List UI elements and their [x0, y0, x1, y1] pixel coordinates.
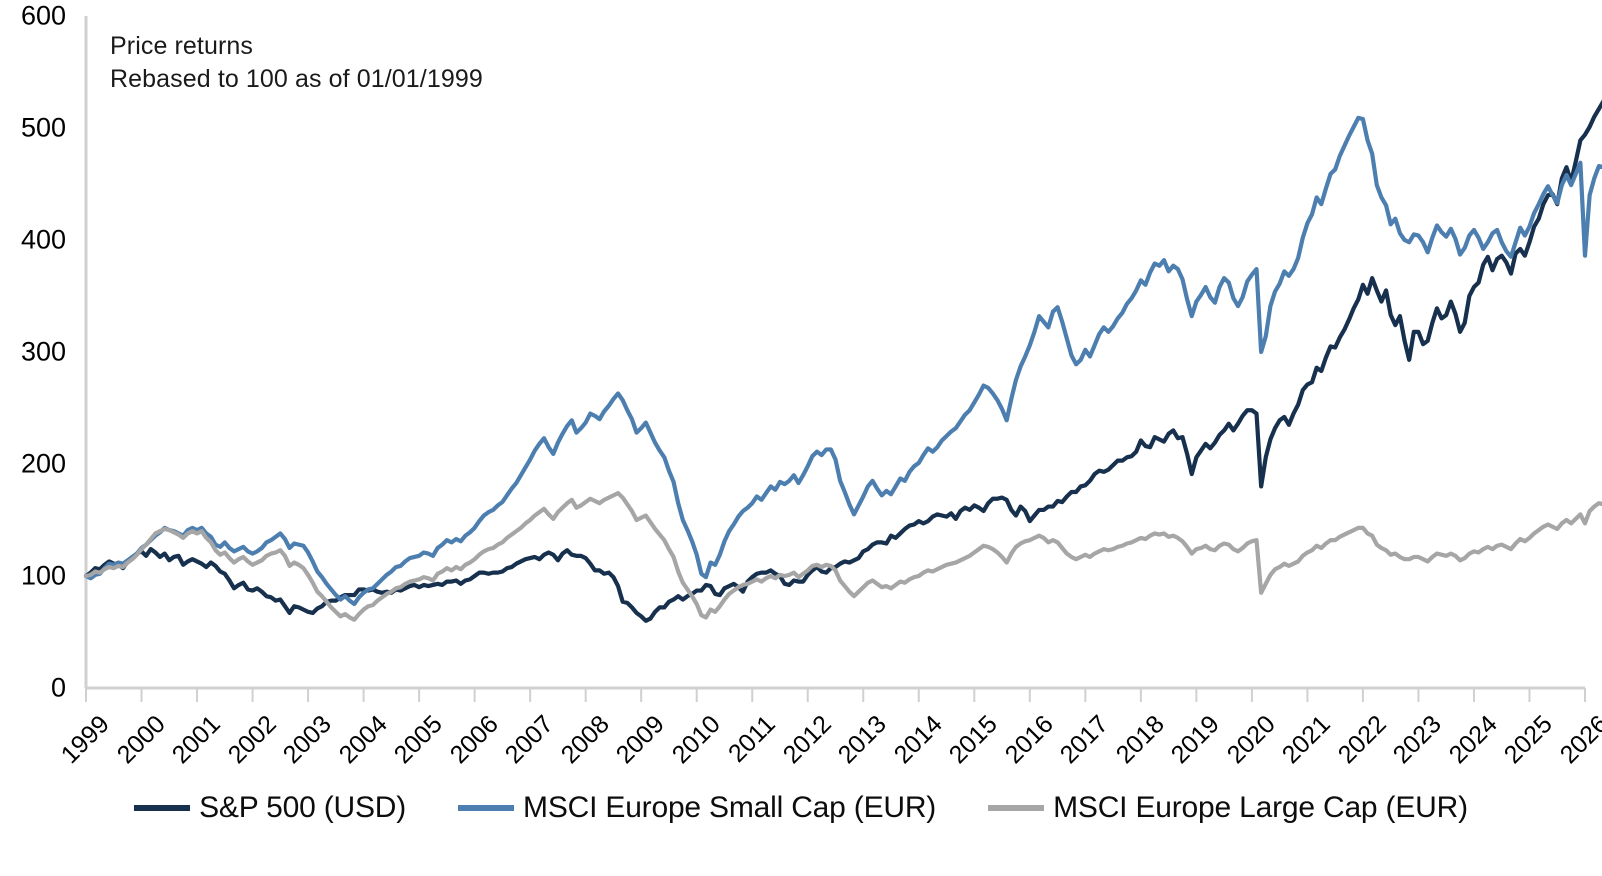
series-layer: [83, 99, 1602, 623]
x-axis-label-2008: 2008: [555, 710, 615, 770]
x-axis-label-2015: 2015: [943, 710, 1004, 770]
x-axis-label-2007: 2007: [499, 710, 559, 770]
y-axis-label-100: 100: [20, 560, 66, 591]
legend-item-1[interactable]: MSCI Europe Small Cap (EUR): [458, 791, 936, 825]
x-axis-label-2019: 2019: [1166, 710, 1226, 770]
legend-swatch-icon-2: [988, 805, 1045, 811]
legend-item-2[interactable]: MSCI Europe Large Cap (EUR): [988, 791, 1468, 825]
x-axis-label-2010: 2010: [666, 710, 726, 770]
y-axis-label-600: 600: [20, 0, 66, 31]
x-axis-label-2003: 2003: [277, 710, 337, 770]
y-axis-label-300: 300: [20, 336, 66, 367]
legend-label-1: MSCI Europe Small Cap (EUR): [523, 791, 937, 824]
x-axis-label-2012: 2012: [777, 710, 837, 770]
series-line-2: [83, 491, 1602, 622]
x-axis-label-2017: 2017: [1054, 710, 1115, 770]
x-axis-label-2013: 2013: [832, 710, 893, 770]
x-axis-label-2021: 2021: [1277, 710, 1337, 770]
x-axis-label-2005: 2005: [388, 710, 448, 770]
legend-label-2: MSCI Europe Large Cap (EUR): [1053, 791, 1468, 824]
legend-swatch-icon-1: [458, 805, 515, 811]
y-axis-label-0: 0: [50, 672, 66, 703]
x-axis-label-2018: 2018: [1110, 710, 1170, 770]
x-axis-label-2011: 2011: [723, 710, 782, 768]
x-axis-label-2002: 2002: [222, 710, 282, 770]
x-axis-label-2014: 2014: [888, 710, 948, 770]
x-axis-label-2023: 2023: [1388, 710, 1448, 770]
x-axis-label-2009: 2009: [610, 710, 670, 770]
x-axis-label-2026: 2026: [1554, 710, 1602, 770]
x-axis-label-2024: 2024: [1443, 710, 1503, 770]
y-axis-label-500: 500: [20, 112, 66, 143]
legend-item-0[interactable]: S&P 500 (USD): [134, 791, 406, 825]
x-axis-label-2001: 2001: [166, 710, 226, 770]
legend-swatch-icon-0: [134, 805, 191, 811]
x-axis-label-1999: 1999: [55, 710, 115, 770]
series-line-1: [83, 115, 1602, 607]
x-axis-label-2004: 2004: [333, 710, 393, 770]
x-axis-label-2020: 2020: [1221, 710, 1281, 770]
y-axis-tick-labels: 0 100 200 300 400 500 600: [0, 0, 66, 876]
chart-legend: S&P 500 (USD) MSCI Europe Small Cap (EUR)…: [0, 791, 1602, 825]
chart-annotation: Price returns Rebased to 100 as of 01/01…: [110, 30, 483, 96]
x-axis-label-2000: 2000: [111, 710, 171, 770]
annotation-line-1: Price returns: [110, 32, 254, 60]
x-axis-label-2025: 2025: [1499, 710, 1559, 770]
x-axis-label-2022: 2022: [1332, 710, 1392, 770]
x-axis-label-2016: 2016: [999, 710, 1059, 770]
legend-label-0: S&P 500 (USD): [199, 791, 407, 824]
y-axis-label-400: 400: [20, 224, 66, 255]
y-axis-label-200: 200: [20, 448, 66, 479]
x-axis-label-2006: 2006: [444, 710, 504, 770]
annotation-line-2: Rebased to 100 as of 01/01/1999: [110, 65, 483, 93]
